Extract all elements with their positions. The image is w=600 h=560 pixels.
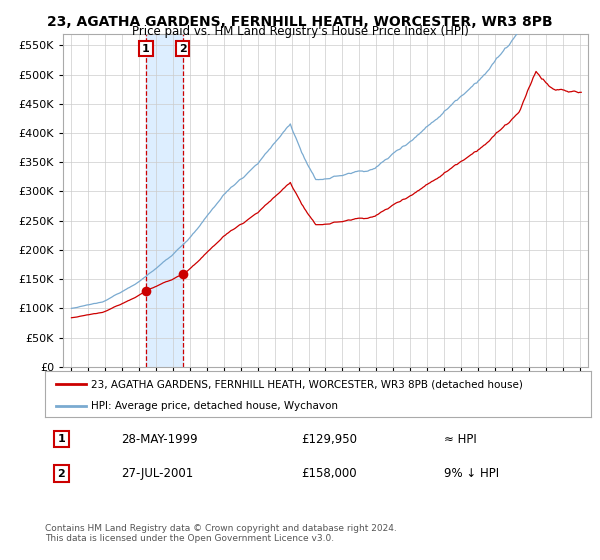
Bar [146, 34, 183, 367]
Text: ≈ HPI: ≈ HPI [443, 432, 476, 446]
Text: £129,950: £129,950 [302, 432, 358, 446]
Text: Contains HM Land Registry data © Crown copyright and database right 2024.
This d: Contains HM Land Registry data © Crown c… [45, 524, 397, 543]
Text: 27-JUL-2001: 27-JUL-2001 [121, 467, 194, 480]
Text: HPI: Average price, detached house, Wychavon: HPI: Average price, detached house, Wych… [91, 401, 338, 410]
Text: £158,000: £158,000 [302, 467, 357, 480]
Text: 9% ↓ HPI: 9% ↓ HPI [443, 467, 499, 480]
Text: Price paid vs. HM Land Registry's House Price Index (HPI): Price paid vs. HM Land Registry's House … [131, 25, 469, 38]
Text: 23, AGATHA GARDENS, FERNHILL HEATH, WORCESTER, WR3 8PB: 23, AGATHA GARDENS, FERNHILL HEATH, WORC… [47, 15, 553, 29]
Text: 1: 1 [58, 434, 65, 444]
Text: 28-MAY-1999: 28-MAY-1999 [121, 432, 198, 446]
Text: 23, AGATHA GARDENS, FERNHILL HEATH, WORCESTER, WR3 8PB (detached house): 23, AGATHA GARDENS, FERNHILL HEATH, WORC… [91, 379, 523, 389]
Text: 1: 1 [142, 44, 150, 54]
Text: 2: 2 [58, 469, 65, 479]
Text: 2: 2 [179, 44, 187, 54]
